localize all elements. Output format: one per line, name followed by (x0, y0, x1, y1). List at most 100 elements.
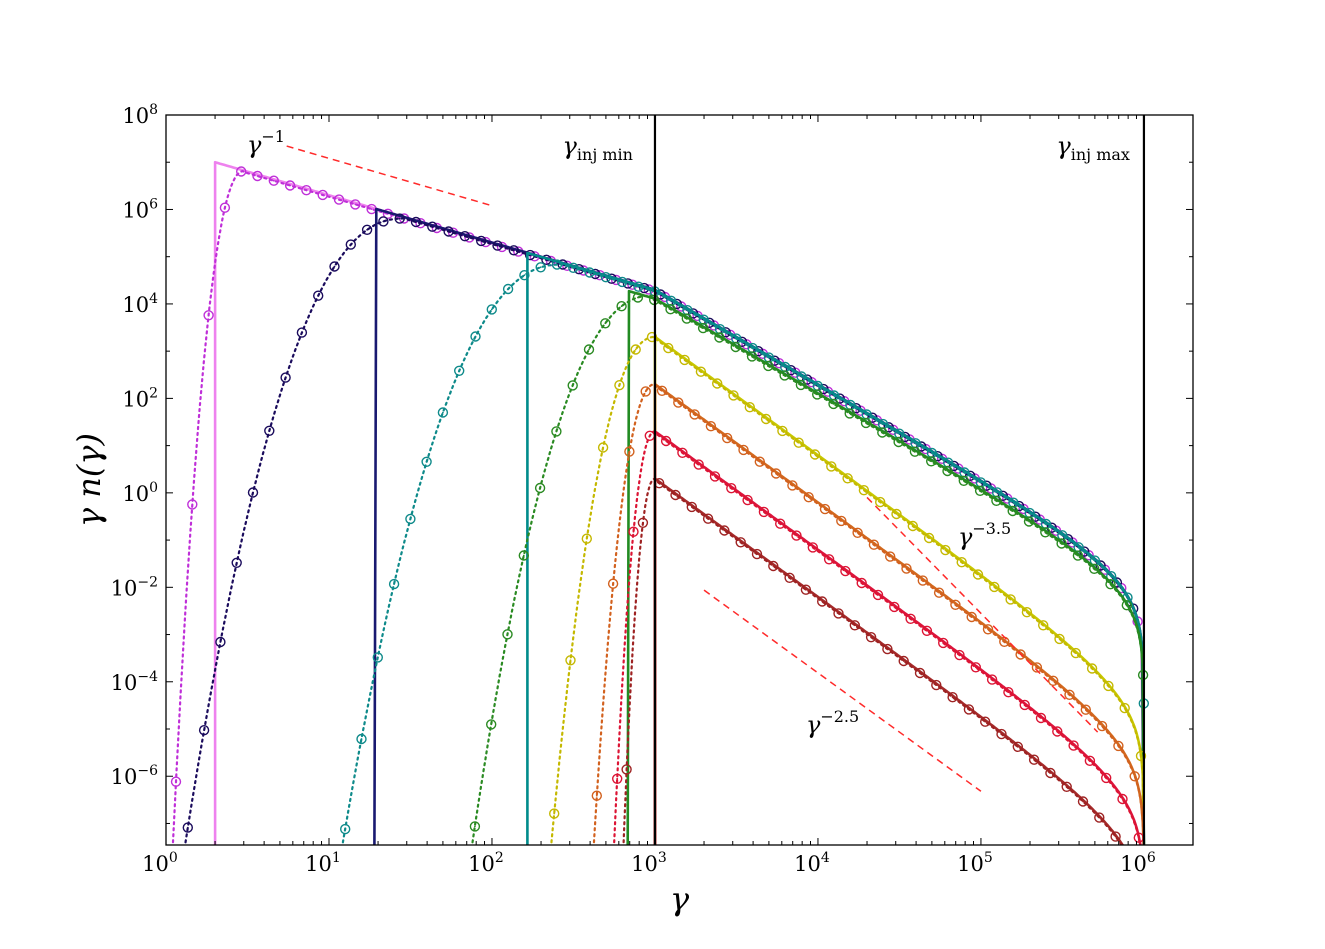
marker-dot-3 (490, 723, 493, 726)
marker-7 (768, 560, 779, 572)
marker-dot-2 (1012, 501, 1015, 504)
marker-6 (775, 518, 786, 529)
marker-2 (568, 262, 579, 273)
marker-3 (697, 322, 709, 334)
y-tick-label: 10−2 (111, 574, 158, 600)
marker-1 (329, 261, 340, 272)
marker-1 (296, 327, 308, 338)
marker-dot-4 (618, 384, 621, 387)
marker-dot-6 (1040, 717, 1042, 719)
marker-5 (673, 397, 684, 408)
marker-5 (1015, 649, 1026, 660)
marker-4 (1103, 680, 1114, 692)
marker-dot-3 (865, 422, 867, 424)
marker-5 (836, 515, 847, 527)
reference-line-0 (286, 145, 493, 207)
marker-3 (779, 370, 790, 381)
marker-dot-4 (911, 525, 914, 527)
marker-3 (1105, 579, 1116, 590)
marker-dot-2 (523, 274, 526, 277)
marker-dot-6 (665, 440, 667, 442)
marker-dot-3 (588, 348, 590, 351)
marker-dot-2 (1077, 546, 1080, 549)
marker-dot-5 (856, 531, 859, 534)
marker-dot-3 (637, 296, 639, 299)
marker-3 (958, 475, 969, 486)
marker-6 (612, 773, 623, 784)
marker-5 (1047, 675, 1059, 686)
marker-dot-1 (464, 235, 466, 238)
marker-5 (640, 386, 651, 397)
marker-7 (980, 716, 991, 727)
marker-2 (600, 272, 612, 283)
marker-dot-6 (1089, 759, 1091, 762)
marker-3 (502, 629, 513, 640)
marker-dot-5 (758, 460, 761, 463)
marker-1 (410, 216, 422, 228)
marker-dot-7 (886, 648, 889, 650)
marker-4 (923, 532, 935, 544)
marker-3 (991, 495, 1002, 506)
marker-dot-3 (751, 355, 753, 358)
marker-dot-3 (930, 460, 933, 463)
marker-dot-2 (833, 394, 835, 397)
marker-2 (519, 270, 530, 281)
marker-5 (738, 444, 749, 456)
marker-dot-2 (914, 442, 917, 445)
marker-dot-4 (993, 586, 996, 588)
marker-6 (856, 577, 867, 589)
marker-dot-4 (977, 573, 979, 576)
marker-dot-7 (1049, 772, 1052, 774)
marker-dot-6 (1007, 691, 1010, 694)
marker-5 (770, 468, 782, 479)
marker-7 (817, 596, 828, 607)
marker-dot-4 (863, 489, 865, 492)
marker-dot-5 (661, 389, 663, 392)
marker-4 (809, 449, 821, 460)
y-tick-label: 10−6 (111, 763, 158, 789)
marker-4 (1070, 647, 1082, 659)
marker-dot-6 (1023, 704, 1026, 706)
marker-dot-6 (632, 530, 635, 533)
plot-area (170, 160, 1150, 845)
marker-4 (907, 520, 918, 532)
marker-6 (970, 662, 981, 673)
marker-dot-5 (595, 794, 598, 797)
marker-dot-6 (697, 463, 700, 466)
marker-7 (1077, 796, 1089, 807)
marker-dot-3 (702, 327, 704, 329)
marker-6 (872, 589, 884, 601)
marker-1 (231, 557, 242, 568)
marker-dot-1 (235, 561, 238, 564)
marker-4 (940, 544, 951, 556)
marker-3 (583, 344, 595, 355)
marker-dot-5 (905, 567, 908, 570)
marker-dot-7 (1082, 800, 1084, 803)
marker-1 (361, 224, 373, 236)
marker-dot-1 (496, 244, 499, 247)
marker-5 (917, 575, 928, 586)
marker-1 (264, 425, 275, 436)
marker-dot-2 (621, 281, 624, 283)
marker-2 (535, 262, 546, 273)
marker-2 (388, 578, 400, 590)
marker-dot-3 (669, 308, 672, 311)
marker-dot-2 (1110, 575, 1113, 578)
marker-7 (735, 537, 746, 548)
marker-dot-3 (767, 365, 770, 367)
marker-dot-3 (979, 489, 981, 492)
marker-dot-6 (714, 475, 716, 478)
marker-dot-2 (784, 366, 787, 368)
marker-dot-0 (338, 198, 340, 201)
marker-7 (800, 584, 812, 595)
marker-6 (1100, 772, 1112, 784)
marker-dot-6 (746, 499, 749, 501)
marker-4 (1054, 633, 1065, 645)
marker-4 (956, 557, 967, 568)
marker-6 (1068, 740, 1079, 751)
marker-dot-2 (882, 423, 884, 425)
marker-0 (301, 184, 312, 196)
marker-1 (492, 240, 503, 251)
annotations: γinj min γinj max γ−1 γ−3.5 γ−2.5 (247, 115, 1146, 845)
marker-dot-4 (1123, 707, 1126, 709)
